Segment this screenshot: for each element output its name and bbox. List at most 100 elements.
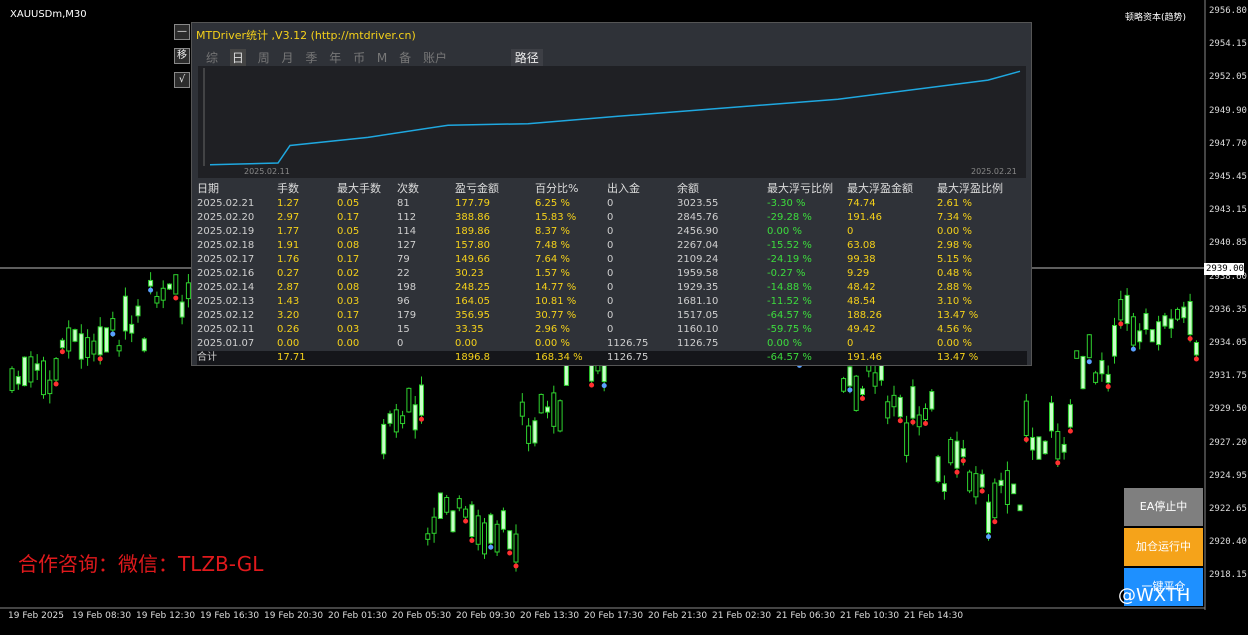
time-axis-label: 19 Feb 16:30 xyxy=(200,611,260,621)
price-axis-label: 2956.80 xyxy=(1209,6,1247,16)
table-cell: 0 xyxy=(607,212,614,223)
table-cell: 1160.10 xyxy=(677,324,719,335)
table-cell: 百分比% xyxy=(535,182,579,195)
table-cell: 最大手数 xyxy=(337,182,381,195)
table-cell: -24.19 % xyxy=(767,254,812,265)
time-axis-label: 19 Feb 20:30 xyxy=(264,611,324,621)
table-cell: 1.43 xyxy=(277,296,300,307)
tab-quarter[interactable]: 季 xyxy=(305,51,318,65)
table-cell: 168.34 % xyxy=(535,352,583,363)
table-cell: 8.37 % xyxy=(535,226,570,237)
table-cell: 5.15 % xyxy=(937,254,972,265)
table-cell: -15.52 % xyxy=(767,240,812,251)
table-cell: 30.77 % xyxy=(535,310,577,321)
table-cell: 0 xyxy=(847,338,854,349)
table-cell: 179 xyxy=(397,310,417,321)
table-cell: 0.05 xyxy=(337,198,360,209)
tab-year[interactable]: 年 xyxy=(329,51,342,65)
tab-path[interactable]: 路径 xyxy=(510,49,543,66)
table-cell: 2025.02.12 xyxy=(197,310,255,321)
table-cell: 合计 xyxy=(197,352,217,363)
table-row: 2025.02.14 2.87 0.08 198 248.25 14.77 % 0 1929.… xyxy=(197,281,1027,295)
table-cell: 0.17 xyxy=(337,310,360,321)
table-cell: 1.76 xyxy=(277,254,300,265)
tab-day[interactable]: 日 xyxy=(229,49,246,66)
check-button[interactable]: √ xyxy=(174,72,190,88)
table-row: 2025.02.17 1.76 0.17 79 149.66 7.64 % 0 2109.24… xyxy=(197,253,1027,267)
price-axis-label: 2954.15 xyxy=(1209,39,1247,50)
table-cell: 2025.02.19 xyxy=(197,226,255,237)
table-total-row: 合计 17.71 1896.8 168.34 % 1126.75 -64.57 % 191.… xyxy=(197,351,1027,365)
graph-end-date: 2025.02.21 xyxy=(971,167,1017,176)
table-cell: 0.00 xyxy=(455,338,478,349)
table-cell: 0.00 xyxy=(277,338,300,349)
table-cell: 13.47 % xyxy=(937,352,979,363)
table-cell: 114 xyxy=(397,226,417,237)
table-cell: 2025.02.11 xyxy=(197,324,255,335)
tab-week[interactable]: 周 xyxy=(257,51,270,65)
table-cell: 0.17 xyxy=(337,254,360,265)
table-cell: 2109.24 xyxy=(677,254,719,265)
table-cell: 99.38 xyxy=(847,254,876,265)
table-cell: 48.42 xyxy=(847,282,876,293)
table-cell: 164.05 xyxy=(455,296,490,307)
table-cell: 149.66 xyxy=(455,254,490,265)
add-position-button[interactable]: 加仓运行中 xyxy=(1124,528,1203,566)
price-axis-label: 2934.05 xyxy=(1209,338,1247,348)
table-cell: 198 xyxy=(397,282,417,293)
table-cell: 次数 xyxy=(397,182,419,195)
price-axis-label: 2945.45 xyxy=(1209,172,1247,182)
table-cell: 0 xyxy=(397,338,404,349)
ea-stopped-button[interactable]: EA停止中 xyxy=(1124,488,1203,526)
price-axis-label: 2936.35 xyxy=(1209,304,1247,315)
table-cell: 0 xyxy=(607,268,614,279)
table-cell: 388.86 xyxy=(455,212,490,223)
tab-month[interactable]: 月 xyxy=(281,51,294,65)
table-cell: 22 xyxy=(397,268,410,279)
table-cell: 2.98 % xyxy=(937,240,972,251)
table-cell: 1.27 xyxy=(277,198,300,209)
close-all-button[interactable]: 一键平仓 xyxy=(1124,568,1203,606)
table-row: 2025.02.18 1.91 0.08 127 157.80 7.48 % 0 2267.0… xyxy=(197,239,1027,253)
table-cell: 1.77 xyxy=(277,226,300,237)
tab-account[interactable]: 账户 xyxy=(422,51,447,65)
table-cell: 0.00 % xyxy=(767,338,802,349)
table-cell: 7.64 % xyxy=(535,254,570,265)
table-cell: 3023.55 xyxy=(677,198,719,209)
table-cell: 0.08 xyxy=(337,240,360,251)
table-cell: 1681.10 xyxy=(677,296,719,307)
tab-summary[interactable]: 综 xyxy=(206,51,219,65)
table-cell: 日期 xyxy=(197,182,219,195)
current-price-label: 2939.00 xyxy=(1204,263,1244,275)
table-cell: 2.61 % xyxy=(937,198,972,209)
table-cell: 0.03 xyxy=(337,296,360,307)
tab-currency[interactable]: 币 xyxy=(353,51,366,65)
table-cell: 1.91 xyxy=(277,240,300,251)
table-cell: 0.02 xyxy=(337,268,360,279)
table-cell: 127 xyxy=(397,240,417,251)
table-cell: 14.77 % xyxy=(535,282,577,293)
table-cell: 0.27 xyxy=(277,268,300,279)
time-axis-label: 21 Feb 10:30 xyxy=(840,611,900,621)
table-cell: 2025.02.13 xyxy=(197,296,255,307)
tab-note[interactable]: 备 xyxy=(399,51,412,65)
contact-watermark: 合作咨询：微信：TLZB-GL xyxy=(18,552,264,576)
table-cell: 0.00 % xyxy=(937,226,972,237)
price-axis-label: 2931.75 xyxy=(1209,371,1247,382)
table-row: 2025.02.19 1.77 0.05 114 189.86 8.37 % 0 2456.9… xyxy=(197,225,1027,239)
stats-panel: MTDriver统计 ,V3.12 (http://mtdriver.cn) 综… xyxy=(191,22,1032,366)
price-axis-label: 2940.85 xyxy=(1209,238,1247,249)
table-cell: 0.17 xyxy=(337,212,360,223)
table-cell: 1896.8 xyxy=(455,352,490,363)
tab-m[interactable]: M xyxy=(376,51,388,65)
table-row: 2025.02.13 1.43 0.03 96 164.05 10.81 % 0 1681.1… xyxy=(197,295,1027,309)
table-cell: 0 xyxy=(607,254,614,265)
minimize-button[interactable]: — xyxy=(174,24,190,40)
time-axis-label: 21 Feb 06:30 xyxy=(776,611,836,621)
table-cell: 2025.02.16 xyxy=(197,268,255,279)
account-label: 顿略资本(趋势) xyxy=(1125,13,1187,23)
price-axis-label: 2952.05 xyxy=(1209,72,1247,83)
move-button[interactable]: 移 xyxy=(174,48,190,64)
table-cell: 2.97 xyxy=(277,212,300,223)
time-axis-label: 20 Feb 17:30 xyxy=(584,611,644,621)
